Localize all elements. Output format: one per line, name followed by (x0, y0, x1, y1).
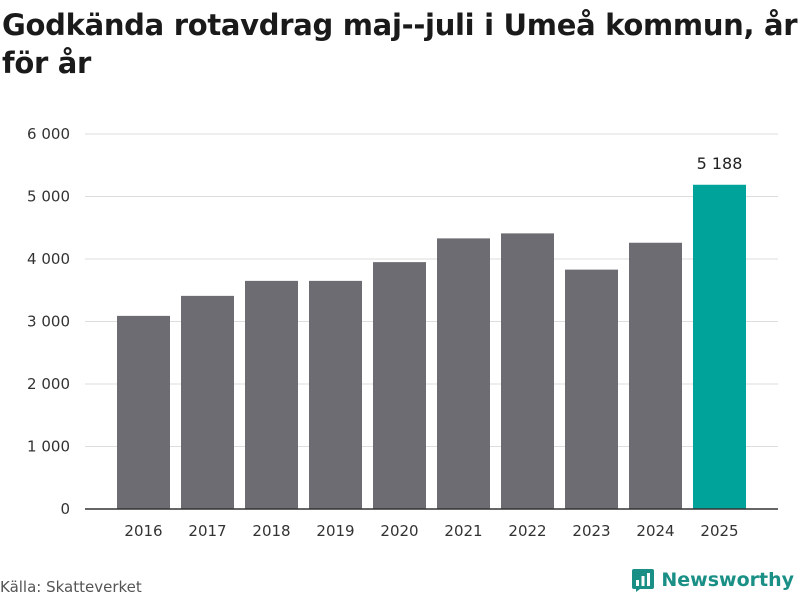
y-tick-label: 1 000 (27, 438, 70, 456)
bar (565, 269, 618, 509)
newsworthy-logo-icon (632, 569, 655, 592)
x-tick-label: 2020 (380, 522, 418, 540)
x-tick-label: 2024 (636, 522, 674, 540)
x-tick-label: 2017 (188, 522, 226, 540)
bar (501, 233, 554, 509)
bar (245, 280, 298, 509)
chart-title: Godkända rotavdrag maj--juli i Umeå komm… (2, 8, 798, 80)
bar (117, 315, 170, 509)
x-tick-label: 2023 (572, 522, 610, 540)
y-tick-label: 2 000 (27, 375, 70, 393)
x-tick-label: 2025 (700, 522, 738, 540)
brand-name: Newsworthy (661, 569, 794, 591)
bar (437, 238, 490, 509)
brand-logo[interactable]: Newsworthy (631, 568, 794, 592)
source-note: Källa: Skatteverket (0, 578, 142, 596)
y-tick-label: 4 000 (27, 250, 70, 268)
bar (629, 242, 682, 509)
x-tick-label: 2022 (508, 522, 546, 540)
bar (693, 184, 746, 509)
bar (181, 295, 234, 509)
x-tick-label: 2018 (252, 522, 290, 540)
y-tick-label: 6 000 (27, 125, 70, 143)
x-tick-label: 2019 (316, 522, 354, 540)
y-tick-label: 5 000 (27, 188, 70, 206)
x-tick-label: 2016 (124, 522, 162, 540)
y-tick-label: 3 000 (27, 313, 70, 331)
bar (309, 280, 362, 509)
bar (373, 262, 426, 509)
data-label: 5 188 (697, 154, 743, 173)
y-tick-label: 0 (60, 500, 70, 518)
x-tick-label: 2021 (444, 522, 482, 540)
